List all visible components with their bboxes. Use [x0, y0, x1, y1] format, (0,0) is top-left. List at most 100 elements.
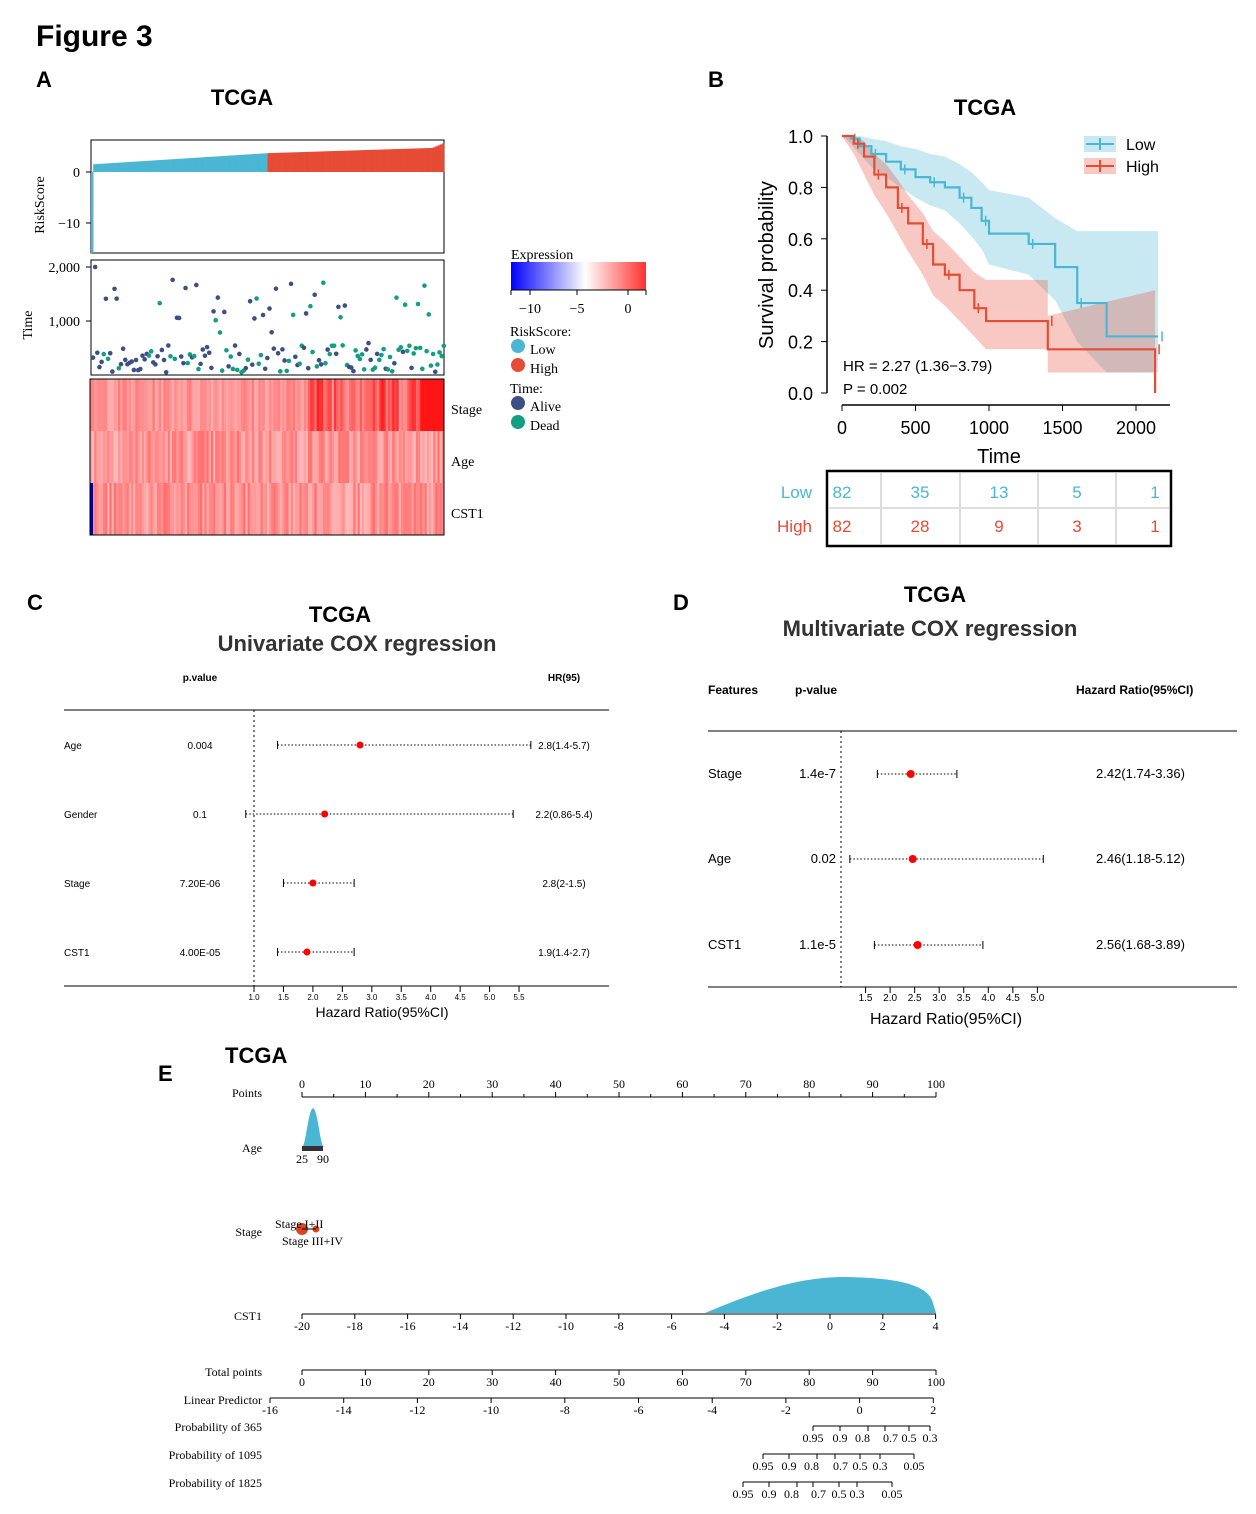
heatmap-cell-age — [295, 431, 298, 483]
heatmap-cell-age — [148, 431, 151, 483]
heatmap-cell-age — [204, 431, 207, 483]
total-points-tick-label: 40 — [550, 1375, 562, 1389]
heatmap-cell-stage — [279, 379, 283, 431]
riskscore-bar — [353, 150, 357, 172]
heatmap-cell-age — [318, 431, 322, 483]
total-points-tick-label: 60 — [676, 1375, 688, 1389]
heatmap-cell-stage — [251, 379, 255, 431]
dead-point — [394, 295, 399, 300]
heatmap-cell-cst1 — [230, 483, 233, 535]
heatmap-cell-stage — [398, 379, 402, 431]
alive-point — [221, 309, 227, 315]
heatmap-cell-stage — [234, 379, 238, 431]
heatmap-cell-age — [223, 431, 227, 483]
riskscore-bar — [439, 144, 443, 172]
heatmap-cell-age — [418, 431, 421, 483]
heatmap-cell-age — [251, 431, 255, 483]
risk-table-row-label: Low — [781, 483, 813, 502]
heatmap-cell-cst1 — [109, 483, 112, 535]
heatmap-cell-stage — [303, 379, 307, 431]
y-tick-label: 0.0 — [788, 384, 813, 404]
riskscore-bar — [336, 150, 339, 172]
heatmap-cell-age — [415, 431, 419, 483]
heatmap-cell-age — [167, 431, 171, 483]
heatmap-cell-stage — [288, 379, 292, 431]
heatmap-cell-age — [176, 431, 179, 483]
dead-point — [228, 354, 234, 359]
riskscore-bar — [228, 155, 232, 172]
heatmap-cell-stage — [98, 379, 102, 431]
alive-point — [351, 368, 356, 374]
dead-point — [387, 354, 393, 360]
dead-point — [424, 348, 429, 354]
y-tick-label: 0.8 — [788, 178, 813, 198]
heatmap-cell-cst1 — [178, 483, 181, 535]
heatmap-cell-stage — [333, 379, 337, 431]
heatmap-cell-age — [355, 431, 358, 483]
heatmap-cell-age — [405, 431, 408, 483]
heatmap-cell-cst1 — [344, 483, 348, 535]
riskscore-bar — [93, 164, 96, 172]
heatmap-cell-stage — [433, 379, 436, 431]
heatmap-cell-cst1 — [105, 483, 108, 535]
riskscore-bar — [123, 162, 126, 172]
heatmap-cell-cst1 — [247, 483, 251, 535]
panel-c-subtitle: Univariate COX regression — [218, 631, 497, 656]
riskscore-bar — [278, 152, 281, 172]
riskscore-bar — [364, 150, 367, 172]
heatmap-cell-age — [256, 431, 259, 483]
heatmap-cell-age — [327, 431, 330, 483]
heatmap-cell-cst1 — [312, 483, 315, 535]
riskscore-bar — [213, 156, 217, 172]
heatmap-cell-stage — [189, 379, 192, 431]
probability-tick-label: 0.8 — [855, 1431, 870, 1445]
probability-tick-label: 0.7 — [883, 1431, 898, 1445]
heatmap-cell-stage — [316, 379, 320, 431]
heatmap-cell-stage — [228, 379, 231, 431]
riskscore-bar — [306, 151, 309, 172]
points-tick-label: 30 — [486, 1077, 498, 1091]
row-pvalue: 0.1 — [193, 810, 207, 821]
riskscore-bar — [392, 149, 395, 172]
heatmap-cell-stage — [232, 379, 235, 431]
heatmap-cell-cst1 — [349, 483, 352, 535]
heatmap-cell-stage — [124, 379, 127, 431]
heatmap-cell-age — [374, 431, 378, 483]
riskscore-bar — [164, 159, 167, 172]
risk-table-cell: 1 — [1150, 483, 1159, 502]
heatmap-cell-age — [394, 431, 397, 483]
heatmap-cell-cst1 — [221, 483, 225, 535]
heatmap-cell-stage — [264, 379, 268, 431]
heatmap-cell-cst1 — [135, 483, 138, 535]
heatmap-cell-cst1 — [258, 483, 261, 535]
heatmap-cell-cst1 — [245, 483, 248, 535]
heatmap-cell-age — [189, 431, 192, 483]
heatmap-cell-cst1 — [241, 483, 244, 535]
heatmap-cell-age — [381, 431, 384, 483]
legend-label-high: High — [1126, 159, 1159, 176]
x-tick-label: 4.0 — [425, 993, 437, 1002]
riskscore-bar — [396, 149, 400, 172]
alive-point — [252, 316, 257, 321]
alive-point — [99, 359, 104, 365]
alive-point — [368, 357, 373, 363]
alive-point — [318, 362, 324, 367]
x-tick-label: 5.0 — [484, 993, 496, 1002]
alive-point — [209, 365, 214, 371]
riskscore-bar — [388, 149, 391, 172]
row-feature: Stage — [64, 879, 91, 890]
riskscore-bar — [121, 162, 124, 172]
heatmap-cell-stage — [292, 379, 296, 431]
heatmap-cell-cst1 — [357, 483, 361, 535]
heatmap-cell-cst1 — [426, 483, 430, 535]
heatmap-cell-cst1 — [336, 483, 339, 535]
riskscore-bar — [194, 157, 197, 172]
heatmap-cell-age — [131, 431, 134, 483]
legend-riskscore-title: RiskScore: — [510, 325, 571, 340]
heatmap-cell-cst1 — [284, 483, 287, 535]
heatmap-cell-cst1 — [256, 483, 259, 535]
heatmap-cell-age — [422, 431, 425, 483]
x-tick-label: 1.5 — [859, 993, 873, 1004]
heatmap-cell-stage — [286, 379, 289, 431]
riskscore-bar — [155, 160, 159, 172]
